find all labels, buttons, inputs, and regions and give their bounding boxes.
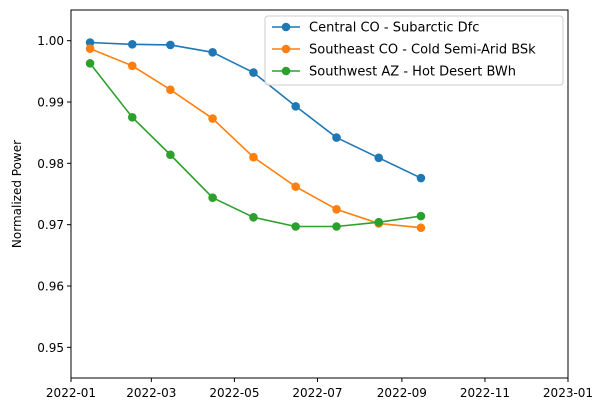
y-tick-label: 0.98	[37, 157, 64, 171]
legend-item: Southwest AZ - Hot Desert BWh	[272, 65, 516, 80]
legend-item: Central CO - Subarctic Dfc	[272, 21, 479, 36]
x-tick-label: 2022-11	[460, 386, 510, 400]
legend-marker	[281, 22, 291, 32]
legend-marker	[281, 44, 291, 54]
data-point	[416, 211, 426, 221]
x-tick-label: 2022-05	[209, 386, 259, 400]
data-point	[332, 205, 341, 214]
x-tick-label: 2022-09	[377, 386, 427, 400]
legend: Central CO - Subarctic Dfc Southeast CO -…	[264, 15, 564, 86]
x-tick-label: 2022-01	[46, 386, 96, 400]
legend-item: Southeast CO - Cold Semi-Arid BSk	[272, 43, 536, 58]
data-point	[208, 48, 217, 57]
data-point	[166, 40, 175, 50]
data-point	[374, 217, 384, 227]
x-axis: 2022-01 2022-03 2022-05 2022-07 2022-09 2022-…	[46, 378, 593, 400]
x-tick-label: 2022-03	[126, 386, 176, 400]
data-point	[249, 152, 258, 162]
legend-box	[264, 15, 564, 86]
legend-label: Central CO - Subarctic Dfc	[309, 21, 479, 36]
data-point	[249, 213, 258, 222]
data-point	[127, 40, 137, 49]
plot-marks	[85, 38, 426, 233]
data-point	[166, 85, 175, 95]
data-point	[332, 133, 341, 142]
data-point	[416, 223, 426, 233]
data-point	[332, 222, 341, 231]
data-point	[127, 61, 137, 71]
legend-label: Southwest AZ - Hot Desert BWh	[309, 65, 516, 80]
y-tick-label: 0.97	[37, 218, 64, 232]
data-point	[85, 38, 95, 47]
legend-label: Southeast CO - Cold Semi-Arid BSk	[309, 43, 536, 58]
data-point	[127, 113, 137, 122]
legend-marker	[281, 66, 291, 76]
data-point	[291, 101, 300, 111]
y-axis: 0.95 0.96 0.97 0.98 0.99 1.00	[37, 34, 71, 355]
data-point	[416, 173, 426, 183]
series-1	[85, 38, 426, 183]
plot-frame	[70, 9, 569, 379]
data-point	[208, 114, 217, 123]
x-tick-label: 2022-07	[292, 386, 342, 400]
data-point	[374, 153, 384, 163]
y-tick-label: 0.96	[37, 280, 64, 294]
data-point	[249, 68, 258, 77]
series-3	[85, 59, 426, 231]
y-tick-label: 0.95	[37, 341, 64, 355]
data-point	[166, 150, 175, 160]
data-point	[85, 44, 95, 53]
x-tick-label: 2023-01	[543, 386, 593, 400]
y-tick-label: 0.99	[37, 96, 64, 110]
series-2	[85, 44, 426, 233]
data-point	[85, 59, 95, 68]
y-tick-label: 1.00	[37, 34, 64, 48]
y-axis-title: Normalized Power	[10, 140, 24, 248]
data-point	[291, 182, 300, 191]
data-point	[291, 222, 300, 231]
data-point	[208, 193, 217, 202]
